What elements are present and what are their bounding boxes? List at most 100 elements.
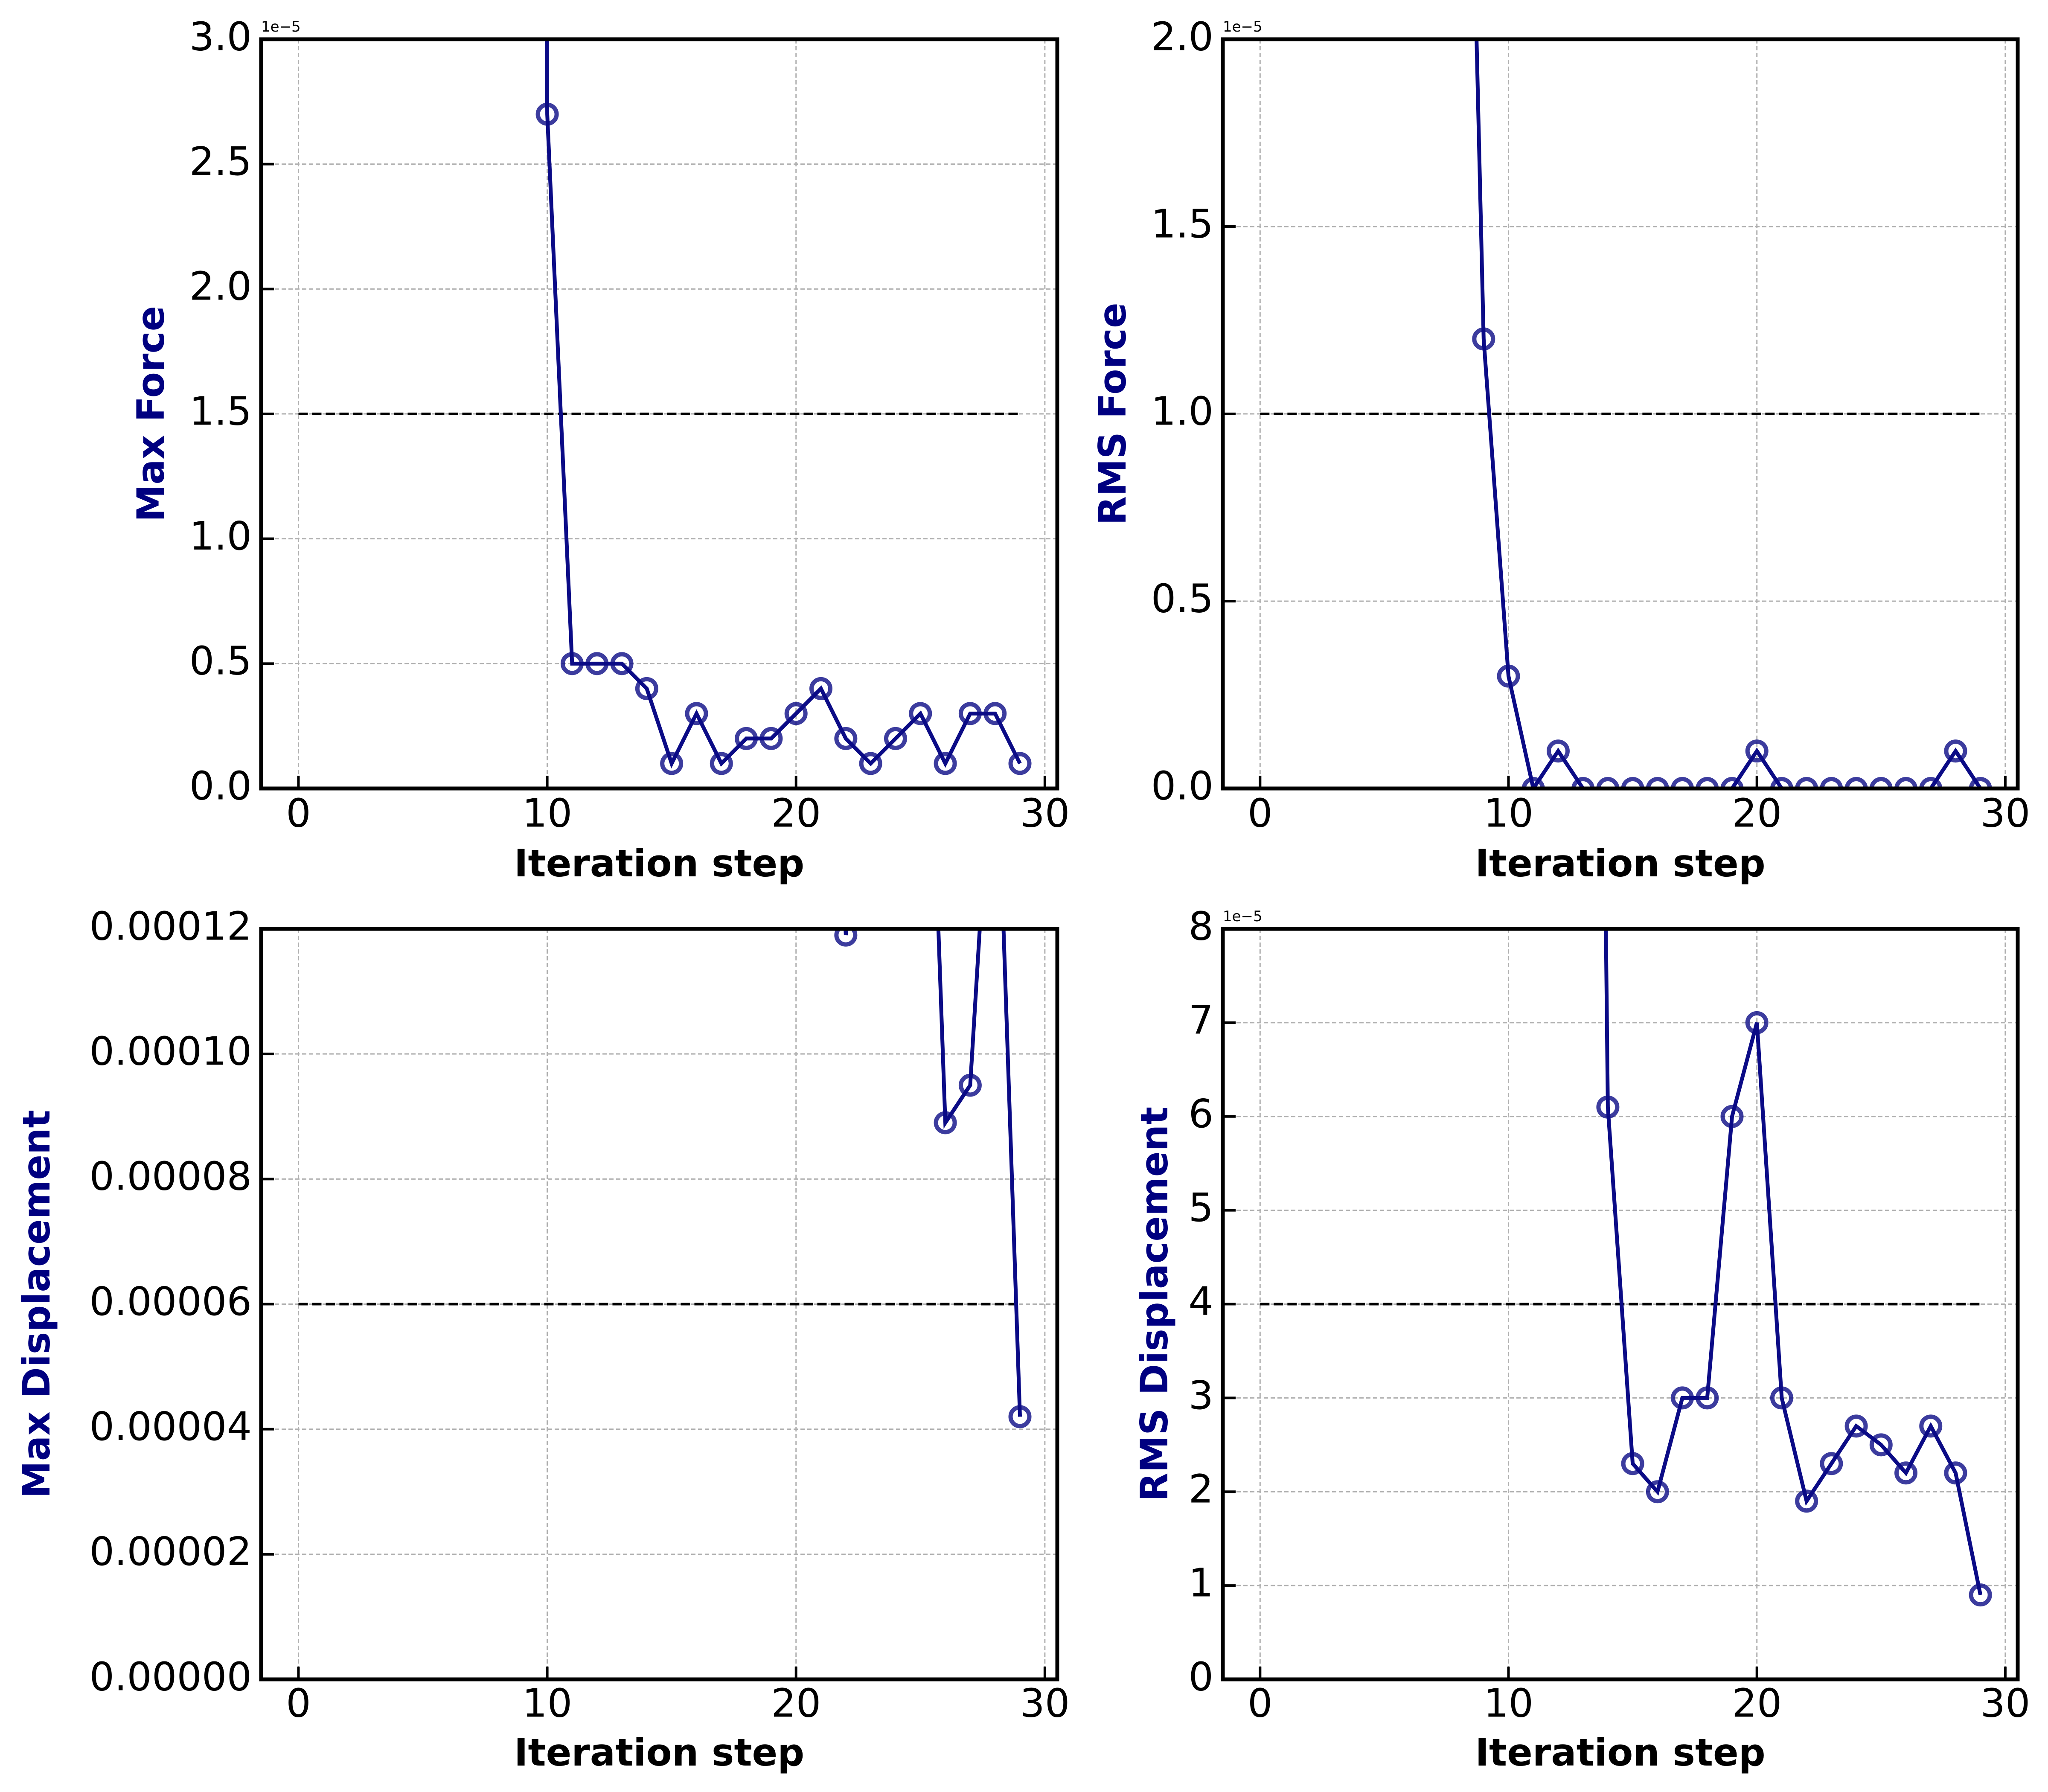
data-line (545, 39, 1022, 769)
y-tick-label: 0.00002 (90, 1529, 252, 1574)
data-line (844, 929, 1022, 1417)
data-point (1671, 777, 1694, 788)
data-point (1571, 777, 1595, 788)
data-point (1521, 777, 1545, 788)
data-point (1720, 777, 1744, 788)
x-axis-label: Iteration step (1475, 841, 1765, 885)
y-tick-label: 0.00012 (90, 903, 252, 949)
x-tick-label: 10 (1484, 1680, 1533, 1726)
data-line (1475, 39, 1982, 788)
y-axis-label: Max Displacement (15, 1110, 58, 1498)
y-tick-label: 0.5 (1151, 576, 1213, 621)
data-point (911, 419, 930, 438)
data-point (759, 727, 783, 750)
data-point (884, 727, 907, 750)
data-point (1596, 777, 1620, 788)
data-point (660, 752, 684, 775)
data-point (1844, 1414, 1868, 1438)
data-point (886, 794, 905, 813)
data-point (934, 1111, 957, 1135)
x-tick-label: 30 (1980, 1680, 2030, 1726)
data-point (535, 102, 559, 126)
data-point (1795, 1489, 1818, 1513)
data-point (560, 652, 584, 675)
y-tick-label: 3 (1188, 1373, 1213, 1418)
x-tick-label: 30 (1020, 1680, 1070, 1726)
axes-frame (259, 37, 1059, 791)
data-point (735, 727, 758, 750)
offset-text: 1e−5 (1223, 908, 1263, 925)
y-tick-label: 2 (1188, 1466, 1213, 1512)
subplot: 0 10 20 30 0.0 0.5 1.0 1.5 2.0 1e−5 Iteration step… (1091, 14, 2031, 885)
data-point (1472, 327, 1495, 351)
y-axis-label: RMS Displacement (1132, 1107, 1176, 1501)
y-tick-label: 8 (1188, 903, 1213, 949)
data-point (958, 702, 982, 725)
data-point (685, 702, 708, 725)
data-point (1546, 739, 1570, 763)
y-tick-label: 0.5 (189, 638, 252, 684)
data-point (986, 669, 1004, 688)
data-point (1770, 777, 1793, 788)
y-tick-label: 1.5 (1151, 201, 1213, 247)
y-tick-label: 1.0 (1151, 388, 1213, 434)
y-tick-label: 0.00008 (90, 1154, 252, 1199)
data-point (1621, 1452, 1644, 1475)
y-tick-label: 2.5 (189, 139, 252, 184)
data-point (1720, 1105, 1744, 1128)
data-point (1869, 777, 1893, 788)
y-tick-label: 0.00006 (90, 1279, 252, 1324)
data-point (1596, 1095, 1620, 1119)
data-point (1894, 777, 1918, 788)
data-point (710, 752, 733, 775)
x-tick-label: 10 (522, 790, 572, 836)
data-point (1844, 777, 1868, 788)
data-point (1008, 752, 1032, 775)
y-axis-label: RMS Force (1091, 303, 1135, 525)
data-point (834, 929, 858, 947)
data-point (1745, 739, 1769, 763)
axes-frame (259, 927, 1059, 1681)
data-point (585, 652, 609, 675)
x-tick-label: 0 (1248, 1680, 1273, 1726)
data-line (1604, 929, 1983, 1596)
y-axis-label: Max Force (129, 306, 173, 522)
y-tick-label: 5 (1188, 1185, 1213, 1231)
y-tick-label: 1.5 (189, 388, 252, 434)
y-tick-label: 2.0 (1151, 14, 1213, 59)
data-point (1944, 739, 1967, 763)
data-point (1944, 1461, 1967, 1485)
data-point (859, 752, 882, 775)
x-tick-label: 0 (1248, 790, 1273, 836)
y-tick-label: 0.0 (189, 763, 252, 809)
data-point (812, 419, 830, 438)
data-point (909, 702, 932, 725)
data-point (1820, 1452, 1843, 1475)
data-point (1696, 777, 1719, 788)
y-tick-label: 0.00000 (90, 1654, 252, 1699)
x-tick-label: 20 (1732, 790, 1782, 836)
data-point (861, 732, 880, 751)
x-tick-label: 20 (771, 790, 821, 836)
x-tick-label: 30 (1980, 790, 2030, 836)
data-point (1497, 664, 1520, 688)
y-tick-label: 3.0 (189, 14, 252, 59)
data-point (1820, 777, 1843, 788)
data-point (635, 677, 658, 700)
x-tick-label: 30 (1020, 790, 1070, 836)
data-point (1671, 1386, 1694, 1410)
x-tick-label: 20 (1732, 1680, 1782, 1726)
x-tick-label: 10 (1484, 790, 1533, 836)
y-tick-label: 2.0 (189, 264, 252, 309)
data-point (1696, 1386, 1719, 1410)
data-point (1969, 777, 1992, 788)
y-tick-label: 0.00010 (90, 1029, 252, 1074)
axes-frame (1221, 927, 2020, 1681)
y-tick-label: 7 (1188, 997, 1213, 1043)
offset-text: 1e−5 (261, 18, 301, 35)
y-tick-label: 0 (1188, 1654, 1213, 1699)
x-axis-label: Iteration step (514, 841, 804, 885)
data-point (1919, 777, 1943, 788)
